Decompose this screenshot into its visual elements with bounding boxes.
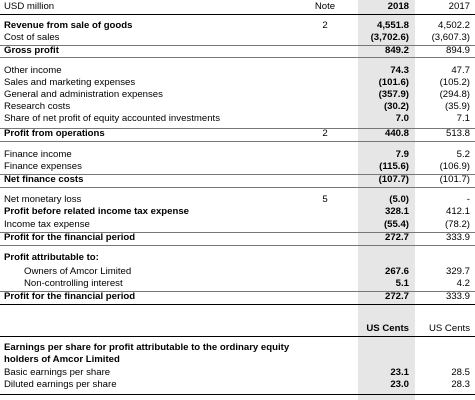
bottom-rule (0, 394, 475, 395)
row-rule (0, 45, 475, 46)
table-row: Diluted earnings per share 23.0 28.3 (4, 379, 470, 390)
row-rule (0, 128, 475, 129)
eps-header-row: US Cents US Cents (0, 323, 475, 335)
eps-2017-unit: US Cents (428, 323, 470, 334)
table-row: Net finance costs (107.7) (101.7) (4, 174, 470, 185)
header-rule (0, 14, 475, 15)
table-row: Income tax expense (55.4) (78.2) (4, 219, 470, 230)
table-row: Other income 74.3 47.7 (4, 65, 470, 76)
row-rule (0, 57, 475, 58)
eps-2018-unit: US Cents (366, 323, 409, 334)
year-2017-header: 2017 (448, 1, 470, 12)
table-row: General and administration expenses (357… (4, 89, 470, 100)
year-2018-header: 2018 (387, 1, 409, 12)
row-rule (0, 232, 475, 233)
table-row: Cost of sales (3,702.6) (3,607.3) (4, 32, 470, 43)
unit-label: USD million (4, 1, 55, 12)
eps-title-line2: holders of Amcor Limited (4, 354, 120, 365)
table-row: Gross profit 849.2 894.9 (4, 45, 470, 56)
table-row: Share of net profit of equity accounted … (4, 113, 470, 124)
table-row: Profit attributable to: (4, 252, 99, 263)
row-rule (0, 187, 475, 188)
table-row: Profit before related income tax expense… (4, 206, 470, 217)
note-header: Note (314, 1, 336, 12)
current-year-column-shading (358, 0, 415, 400)
table-row: Non-controlling interest 5.1 4.2 (24, 278, 470, 289)
row-rule (0, 174, 475, 175)
table-row: Basic earnings per share 23.1 28.5 (4, 367, 470, 378)
section-rule (0, 304, 475, 305)
table-row: Finance expenses (115.6) (106.9) (4, 161, 470, 172)
table-row: Finance income 7.9 5.2 (4, 149, 470, 160)
table-row: Profit for the financial period 272.7 33… (4, 232, 470, 243)
row-rule (0, 245, 475, 246)
table-row: Net monetary loss 5 (5.0) - (4, 194, 470, 205)
header-row: USD million Note 2018 2017 (0, 1, 475, 13)
eps-header-rule (0, 336, 475, 337)
table-row: Owners of Amcor Limited 267.6 329.7 (24, 266, 470, 277)
eps-title-line1: Earnings per share for profit attributab… (4, 342, 290, 353)
table-row: Profit from operations 2 440.8 513.8 (4, 128, 470, 139)
row-rule (0, 291, 475, 292)
table-row: Research costs (30.2) (35.9) (4, 101, 470, 112)
row-rule (0, 141, 475, 142)
table-row: Sales and marketing expenses (101.6) (10… (4, 77, 470, 88)
table-row: Profit for the financial period 272.7 33… (4, 291, 470, 302)
table-row: Revenue from sale of goods 2 4,551.8 4,5… (4, 20, 470, 31)
